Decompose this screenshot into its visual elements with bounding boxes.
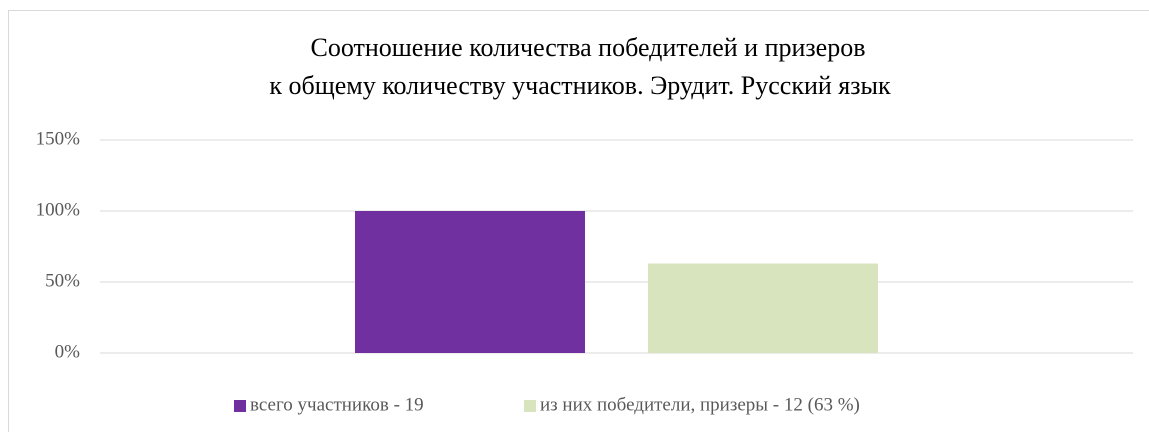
chart-title: к общему количеству участников. Эрудит. … bbox=[269, 71, 891, 100]
y-tick-label: 50% bbox=[45, 270, 80, 291]
legend-label: всего участников - 19 bbox=[250, 394, 424, 415]
y-tick-label: 150% bbox=[36, 128, 81, 149]
bar bbox=[648, 263, 878, 353]
legend-swatch bbox=[524, 400, 536, 412]
legend-label: из них победители, призеры - 12 (63 %) bbox=[540, 394, 860, 415]
y-tick-label: 0% bbox=[55, 341, 81, 362]
chart-title: Соотношение количества победителей и при… bbox=[310, 33, 865, 62]
bar bbox=[355, 211, 585, 353]
legend-swatch bbox=[234, 400, 246, 412]
y-tick-label: 100% bbox=[36, 199, 81, 220]
